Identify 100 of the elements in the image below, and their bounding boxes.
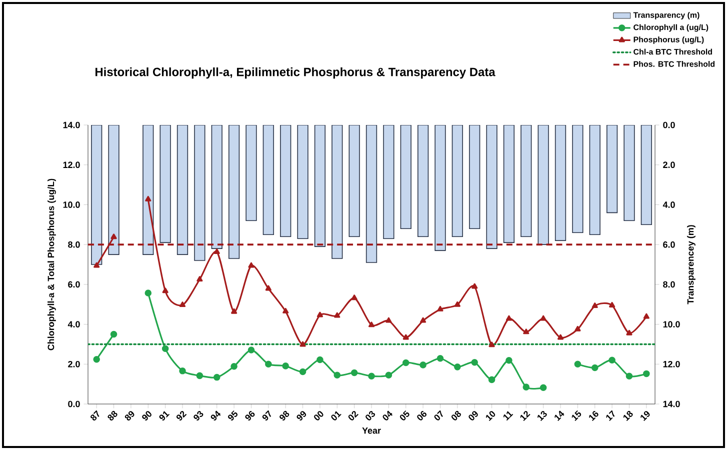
bar bbox=[176, 125, 188, 255]
point bbox=[436, 354, 444, 362]
bar bbox=[142, 125, 154, 255]
point bbox=[557, 334, 564, 340]
bar bbox=[589, 125, 600, 236]
y-tick-label: 0.0 bbox=[68, 400, 80, 408]
bar bbox=[297, 125, 308, 239]
x-tick-label: 04 bbox=[382, 410, 392, 420]
bar bbox=[332, 125, 343, 259]
point bbox=[334, 372, 341, 378]
point bbox=[626, 372, 633, 380]
bar bbox=[417, 125, 429, 237]
bar bbox=[469, 125, 480, 230]
x-tick-label: 07 bbox=[434, 410, 443, 420]
point bbox=[368, 372, 375, 380]
bar bbox=[624, 125, 635, 222]
y2-tick-label: 4.0 bbox=[662, 202, 675, 208]
bar bbox=[572, 125, 584, 234]
point bbox=[265, 285, 272, 291]
point bbox=[94, 262, 100, 268]
point bbox=[93, 356, 100, 363]
point bbox=[162, 345, 169, 352]
bar bbox=[211, 125, 222, 249]
point bbox=[488, 376, 496, 384]
y-tick-label: 14.0 bbox=[63, 122, 80, 128]
y2-tick-label: 8.0 bbox=[663, 281, 675, 288]
point bbox=[609, 302, 616, 308]
point bbox=[350, 369, 358, 376]
bar bbox=[606, 125, 618, 214]
x-tick-label: 13 bbox=[537, 410, 547, 422]
point bbox=[506, 356, 512, 364]
point bbox=[626, 330, 632, 336]
point bbox=[591, 364, 598, 372]
point bbox=[110, 330, 118, 338]
point bbox=[265, 360, 272, 368]
point bbox=[454, 301, 460, 307]
point bbox=[540, 315, 546, 321]
y-tick-label: 4.0 bbox=[68, 321, 80, 328]
x-tick-label: 00 bbox=[314, 411, 324, 420]
point bbox=[179, 368, 186, 374]
y-axis-title: Chlorophyll-a & Total Phosphorus (ug/L) bbox=[48, 178, 56, 350]
bar bbox=[280, 125, 292, 237]
point bbox=[592, 302, 598, 308]
x-tick-label: 16 bbox=[589, 410, 598, 422]
bar bbox=[228, 125, 240, 259]
x-tick-label: 92 bbox=[176, 410, 187, 420]
x-tick-label: 03 bbox=[366, 410, 376, 420]
bar bbox=[538, 125, 549, 245]
point bbox=[231, 308, 238, 314]
y-tick-label: 2.0 bbox=[68, 360, 80, 368]
point bbox=[300, 341, 306, 347]
bar bbox=[262, 125, 274, 236]
x-tick-label: 11 bbox=[503, 411, 514, 421]
bar bbox=[91, 125, 102, 265]
x-tick-label: 90 bbox=[142, 411, 152, 420]
point bbox=[316, 312, 324, 318]
x-tick-label: 94 bbox=[210, 410, 221, 420]
x-tick-label: 93 bbox=[194, 410, 204, 420]
x-tick-label: 05 bbox=[400, 410, 410, 420]
point bbox=[574, 326, 581, 332]
point bbox=[385, 372, 392, 378]
x-tick-label: 19 bbox=[640, 411, 650, 422]
bar bbox=[314, 125, 326, 247]
y2-tick-label: 2.0 bbox=[663, 162, 675, 168]
bar bbox=[400, 125, 412, 230]
point bbox=[144, 290, 152, 296]
x-tick-label: 96 bbox=[245, 410, 255, 420]
point bbox=[162, 288, 168, 294]
bar bbox=[366, 125, 378, 263]
point bbox=[196, 276, 203, 282]
point bbox=[523, 328, 530, 334]
chart-title: Historical Chlorophyll-a, Epilimnetic Phosphorus & Transparency Data bbox=[96, 67, 496, 79]
bar bbox=[640, 125, 652, 226]
point bbox=[368, 322, 375, 328]
y2-tick-label: 12.0 bbox=[663, 360, 680, 368]
x-tick-label: 18 bbox=[623, 410, 633, 422]
x-axis-title: Year bbox=[362, 427, 381, 434]
y2-tick-label: 14.0 bbox=[663, 400, 680, 408]
point bbox=[230, 362, 238, 370]
y-tick-label: 8.0 bbox=[68, 241, 80, 248]
bar bbox=[348, 125, 360, 237]
y2-axis-title: Transparencey (m) bbox=[687, 225, 696, 304]
point bbox=[420, 362, 426, 368]
bar bbox=[246, 125, 257, 222]
point bbox=[196, 372, 204, 380]
x-tick-label: 91 bbox=[159, 411, 170, 420]
bar bbox=[160, 125, 171, 243]
point bbox=[454, 364, 461, 370]
bar bbox=[108, 125, 120, 255]
point bbox=[213, 374, 220, 381]
x-tick-label: 15 bbox=[572, 410, 582, 421]
x-tick-label: 08 bbox=[451, 410, 461, 420]
x-tick-label: 87 bbox=[90, 410, 100, 421]
y-tick-label: 10.0 bbox=[63, 202, 80, 208]
x-tick-label: 89 bbox=[124, 411, 134, 421]
bar bbox=[383, 125, 394, 239]
x-tick-label: 10 bbox=[486, 411, 496, 422]
y2-tick-label: 6.0 bbox=[663, 241, 675, 248]
point bbox=[488, 342, 495, 348]
bar bbox=[452, 125, 463, 237]
